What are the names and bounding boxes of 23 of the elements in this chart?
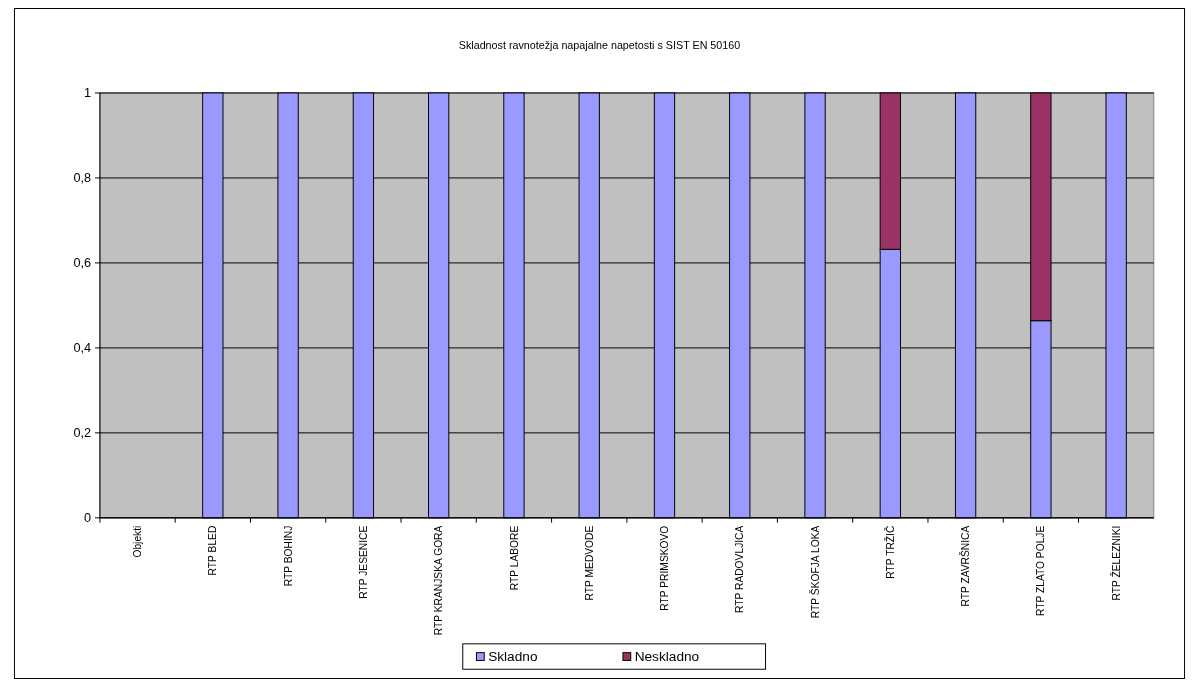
x-tick-label: RTP RADOVLJICA	[734, 525, 746, 613]
legend-label: Skladno	[488, 649, 538, 665]
y-tick-label: 1	[84, 86, 92, 101]
x-tick-label: RTP LABORE	[508, 525, 520, 591]
y-tick-label: 0	[84, 511, 92, 526]
y-tick-label: 0,4	[73, 341, 92, 356]
x-tick-label: RTP ŠKOFJA LOKA	[808, 525, 821, 619]
legend-label: Neskladno	[634, 649, 700, 665]
x-tick-label: RTP BLED	[207, 525, 219, 576]
y-tick-label: 0,2	[73, 426, 92, 441]
chart-title: Skladnost ravnotežja napajalne napetosti s SIST EN 50160	[458, 39, 741, 52]
x-tick-label: RTP ZLATO POLJE	[1035, 525, 1047, 617]
x-tick-label: RTP BOHINJ	[282, 525, 294, 587]
x-tick-label: RTP KRANJSKA GORA	[433, 525, 445, 636]
x-tick-label: RTP PRIMSKOVO	[659, 525, 671, 611]
x-tick-label: RTP ŽELEZNIKI	[1109, 525, 1122, 601]
x-tick-label: Objekti	[132, 525, 144, 558]
x-tick-label: RTP JESENICE	[357, 525, 369, 599]
y-tick-label: 0,6	[73, 256, 92, 271]
x-tick-label: RTP TRŽIČ	[883, 525, 896, 579]
x-tick-label: RTP MEDVODE	[583, 525, 595, 601]
y-tick-label: 0,8	[73, 171, 92, 186]
x-tick-label: RTP ZAVRŠNICA	[959, 525, 972, 607]
